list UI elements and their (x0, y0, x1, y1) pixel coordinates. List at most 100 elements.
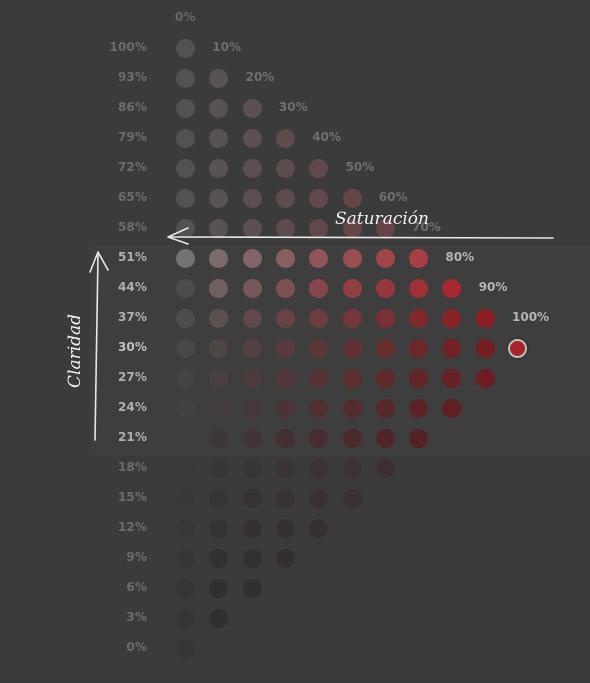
color-swatch[interactable] (342, 459, 362, 478)
color-swatch[interactable] (242, 309, 262, 328)
color-swatch[interactable] (309, 339, 329, 358)
color-swatch[interactable] (176, 129, 195, 148)
color-swatch[interactable] (176, 279, 195, 298)
color-swatch[interactable] (176, 249, 195, 268)
color-swatch[interactable] (242, 129, 262, 148)
color-swatch[interactable] (275, 189, 295, 208)
color-swatch[interactable] (375, 279, 395, 298)
color-swatch[interactable] (375, 429, 395, 448)
color-swatch[interactable] (242, 579, 262, 598)
color-swatch[interactable] (275, 159, 295, 178)
color-swatch[interactable] (309, 189, 329, 208)
color-swatch[interactable] (209, 249, 229, 268)
color-swatch[interactable] (342, 429, 362, 448)
color-swatch[interactable] (309, 369, 329, 388)
color-swatch[interactable] (275, 459, 295, 478)
color-swatch[interactable] (209, 549, 229, 568)
color-swatch[interactable] (275, 249, 295, 268)
color-swatch[interactable] (275, 549, 295, 568)
color-swatch[interactable] (176, 639, 195, 658)
color-swatch[interactable] (442, 369, 462, 388)
color-swatch[interactable] (209, 99, 229, 118)
color-swatch[interactable] (176, 549, 195, 568)
color-swatch[interactable] (242, 459, 262, 478)
color-swatch[interactable] (342, 399, 362, 418)
color-swatch[interactable] (375, 369, 395, 388)
color-swatch[interactable] (309, 159, 329, 178)
color-swatch[interactable] (209, 369, 229, 388)
color-swatch[interactable] (475, 369, 495, 388)
color-swatch[interactable] (242, 189, 262, 208)
color-swatch[interactable] (242, 99, 262, 118)
color-swatch[interactable] (275, 519, 295, 538)
color-swatch[interactable] (409, 339, 429, 358)
color-swatch[interactable] (409, 429, 429, 448)
color-swatch[interactable] (176, 579, 195, 598)
color-swatch[interactable] (209, 519, 229, 538)
color-swatch[interactable] (275, 279, 295, 298)
color-swatch[interactable] (242, 519, 262, 538)
color-swatch[interactable] (375, 399, 395, 418)
color-swatch[interactable] (309, 219, 329, 238)
color-swatch[interactable] (275, 339, 295, 358)
color-swatch[interactable] (242, 159, 262, 178)
color-swatch[interactable] (409, 399, 429, 418)
color-swatch[interactable] (309, 309, 329, 328)
color-swatch[interactable] (275, 489, 295, 508)
color-swatch[interactable] (342, 309, 362, 328)
color-swatch[interactable] (275, 399, 295, 418)
color-swatch[interactable] (176, 189, 195, 208)
color-swatch[interactable] (209, 489, 229, 508)
color-swatch[interactable] (275, 429, 295, 448)
color-swatch[interactable] (275, 219, 295, 238)
color-swatch[interactable] (209, 159, 229, 178)
color-swatch[interactable] (209, 309, 229, 328)
color-swatch[interactable] (209, 399, 229, 418)
color-swatch[interactable] (409, 279, 429, 298)
color-swatch[interactable] (209, 189, 229, 208)
color-swatch[interactable] (309, 399, 329, 418)
color-swatch[interactable] (209, 129, 229, 148)
color-swatch[interactable] (309, 519, 329, 538)
color-swatch[interactable] (375, 339, 395, 358)
color-swatch[interactable] (242, 549, 262, 568)
color-swatch[interactable] (309, 459, 329, 478)
color-swatch[interactable] (309, 279, 329, 298)
color-swatch[interactable] (442, 279, 462, 298)
selected-color-swatch[interactable] (508, 339, 527, 358)
color-swatch[interactable] (176, 39, 195, 58)
color-swatch[interactable] (309, 429, 329, 448)
color-swatch[interactable] (342, 189, 362, 208)
color-swatch[interactable] (242, 219, 262, 238)
color-swatch[interactable] (242, 369, 262, 388)
color-swatch[interactable] (209, 429, 229, 448)
color-swatch[interactable] (209, 459, 229, 478)
color-swatch[interactable] (275, 129, 295, 148)
color-swatch[interactable] (242, 249, 262, 268)
color-swatch[interactable] (375, 459, 395, 478)
color-swatch[interactable] (442, 339, 462, 358)
color-swatch[interactable] (176, 519, 195, 538)
color-swatch[interactable] (375, 219, 395, 238)
color-swatch[interactable] (176, 69, 195, 88)
color-swatch[interactable] (409, 309, 429, 328)
color-swatch[interactable] (242, 489, 262, 508)
color-swatch[interactable] (209, 279, 229, 298)
color-swatch[interactable] (342, 369, 362, 388)
color-swatch[interactable] (176, 459, 195, 478)
color-swatch[interactable] (375, 309, 395, 328)
color-swatch[interactable] (209, 609, 229, 628)
color-swatch[interactable] (342, 219, 362, 238)
color-swatch[interactable] (409, 249, 429, 268)
color-swatch[interactable] (342, 489, 362, 508)
color-swatch[interactable] (176, 339, 195, 358)
color-swatch[interactable] (176, 399, 195, 418)
color-swatch[interactable] (342, 249, 362, 268)
color-swatch[interactable] (176, 429, 195, 448)
color-swatch[interactable] (176, 309, 195, 328)
color-swatch[interactable] (176, 219, 195, 238)
color-swatch[interactable] (176, 369, 195, 388)
color-swatch[interactable] (275, 309, 295, 328)
color-swatch[interactable] (176, 609, 195, 628)
color-swatch[interactable] (242, 429, 262, 448)
